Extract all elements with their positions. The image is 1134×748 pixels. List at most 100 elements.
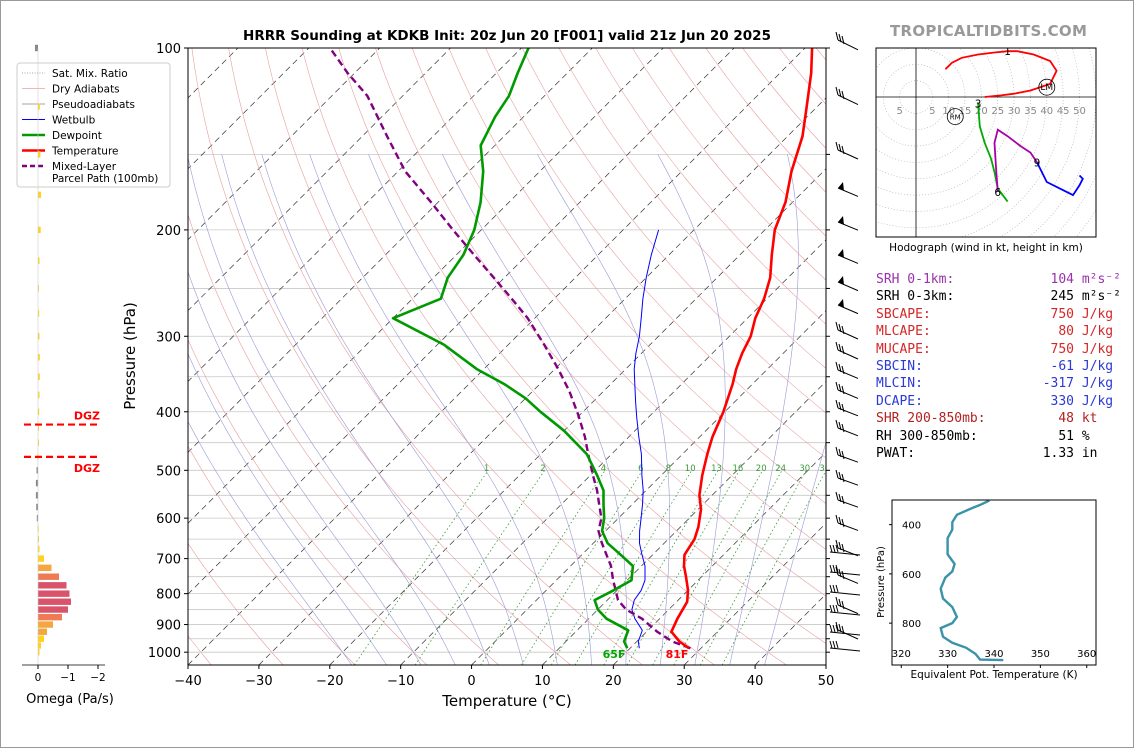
y-tick-label: 800 [156, 588, 181, 603]
mixing-ratio-label: 8 [666, 464, 671, 474]
mixing-ratio-line [699, 470, 807, 665]
wind-barb-feather [841, 625, 845, 635]
omega-bar [38, 598, 71, 605]
wind-barb-feather [835, 564, 839, 573]
wind-barb-flag [838, 276, 844, 285]
mixing-ratio-line [603, 470, 719, 665]
hodograph-ring-label: 20 [975, 106, 988, 117]
omega-bar [38, 285, 39, 292]
series-mixed-layer-parcel-path-100mb--line [329, 48, 691, 650]
wind-barbs [829, 31, 861, 652]
storm-motion-label: RM [950, 114, 961, 122]
stat-value: -317 [1042, 376, 1074, 392]
x-tick-label: −30 [245, 674, 272, 689]
dry-adiabat [448, 48, 826, 504]
theta-e-y-tick-label: 800 [902, 619, 921, 630]
isotherm-line [188, 48, 806, 665]
omega-bar [38, 545, 40, 553]
wind-barb-staff [837, 522, 859, 531]
isotherm-line [329, 168, 826, 665]
mixing-ratio-line [353, 470, 489, 665]
hodograph-ring-label: 15 [959, 106, 972, 117]
legend-label: Dry Adiabats [52, 84, 120, 96]
wind-barb-flag [838, 249, 844, 258]
hodograph-ring-label: 50 [1073, 106, 1086, 117]
mixing-ratio-label: 20 [756, 464, 767, 474]
stat-value: 1.33 [1042, 446, 1074, 461]
omega-bar [38, 333, 40, 340]
mixing-ratio-line [721, 470, 826, 665]
legend-label: Pseudoadiabats [52, 99, 135, 111]
stat-unit: J/kg [1074, 306, 1114, 322]
omega-bar [38, 555, 44, 562]
dry-adiabat [301, 48, 787, 665]
dgz-label: DGZ [74, 462, 100, 475]
omega-axis-label: Omega (Pa/s) [26, 692, 114, 707]
pseudoadiabat [188, 271, 422, 665]
wind-barb-feather [835, 381, 839, 391]
stat-row: SRH 0-1km: 104 m²s⁻² [876, 272, 1121, 287]
hodograph-trace [993, 128, 1038, 192]
wind-barb-feather [832, 564, 836, 573]
y-tick-label: 100 [156, 42, 181, 57]
theta-e-x-label: Equivalent Pot. Temperature (K) [910, 669, 1077, 681]
wind-barb-feather [835, 566, 839, 576]
legend: Sat. Mix. Ratio Dry Adiabats Pseudoadiabat… [16, 62, 171, 188]
isotherm-line [258, 97, 826, 665]
wind-barb-feather [838, 516, 842, 526]
skewt-background-lines: 1 2 4 6 8 10 13 16 20 24 30 36 [188, 48, 830, 665]
stat-label: SRH 0-1km: [876, 272, 955, 287]
dry-adiabat [188, 542, 284, 665]
wind-barb-feather [841, 345, 845, 355]
omega-bar [38, 424, 39, 431]
wind-barb-staff [837, 499, 859, 508]
omega-bar [38, 613, 62, 621]
legend-box [16, 62, 171, 188]
wind-barb-feather [838, 493, 842, 503]
wind-barb-feather [835, 31, 839, 41]
mixing-ratio-line [480, 470, 606, 665]
mixing-ratio-label: 36 [819, 464, 830, 474]
mixing-ratio-label: 2 [540, 464, 545, 474]
isotherm-line [188, 48, 735, 595]
stat-unit: kt [1074, 411, 1098, 427]
wind-barb-feather [835, 596, 839, 606]
isotherm-line [400, 239, 826, 665]
storm-motion-marker [1038, 78, 1056, 96]
dry-adiabat [338, 48, 826, 644]
wind-barb-feather [832, 584, 836, 593]
pseudoadiabat [442, 154, 627, 665]
wind-barb-flag [838, 299, 844, 308]
hodograph-trace [1036, 161, 1084, 197]
hodograph-ring-label: 40 [1040, 106, 1053, 117]
omega-bar [38, 642, 41, 649]
wind-barb-feather [835, 341, 839, 351]
stat-row: PWAT: 1.33 in [876, 446, 1097, 461]
mixing-ratio-label: 4 [601, 464, 606, 474]
wind-barb-feather [841, 423, 845, 433]
stat-value: 104 [1050, 272, 1074, 287]
isotherm-line [188, 48, 310, 170]
storm-motion-marker [946, 108, 964, 126]
wind-barb-feather [829, 544, 833, 553]
legend-label: Wetbulb [52, 115, 96, 127]
wind-barb-feather [841, 145, 845, 155]
x-tick-label: −10 [387, 674, 414, 689]
y-tick-label: 500 [156, 464, 181, 479]
dry-adiabat [705, 48, 826, 193]
hodograph-ring-label: 45 [1057, 106, 1070, 117]
hodograph-frame [875, 47, 1097, 238]
stat-unit: J/kg [1074, 324, 1114, 340]
stat-label: MLCAPE: [876, 324, 931, 340]
dry-adiabat [188, 445, 356, 665]
dry-adiabat [485, 48, 826, 459]
omega-panel: 0 −1 −2 DGZ DGZ Omega (Pa/s) [22, 44, 114, 707]
stat-row: SBCAPE: 750 J/kg [876, 307, 1113, 322]
wind-barb-feather [835, 584, 839, 593]
theta-e-y-label: Pressure (hPa) [876, 546, 887, 618]
omega-bar [38, 103, 40, 110]
stat-value: -61 [1050, 359, 1074, 374]
hodograph-ring-label: 30 [1008, 106, 1021, 117]
hodograph-ring-label: 5 [929, 106, 935, 117]
